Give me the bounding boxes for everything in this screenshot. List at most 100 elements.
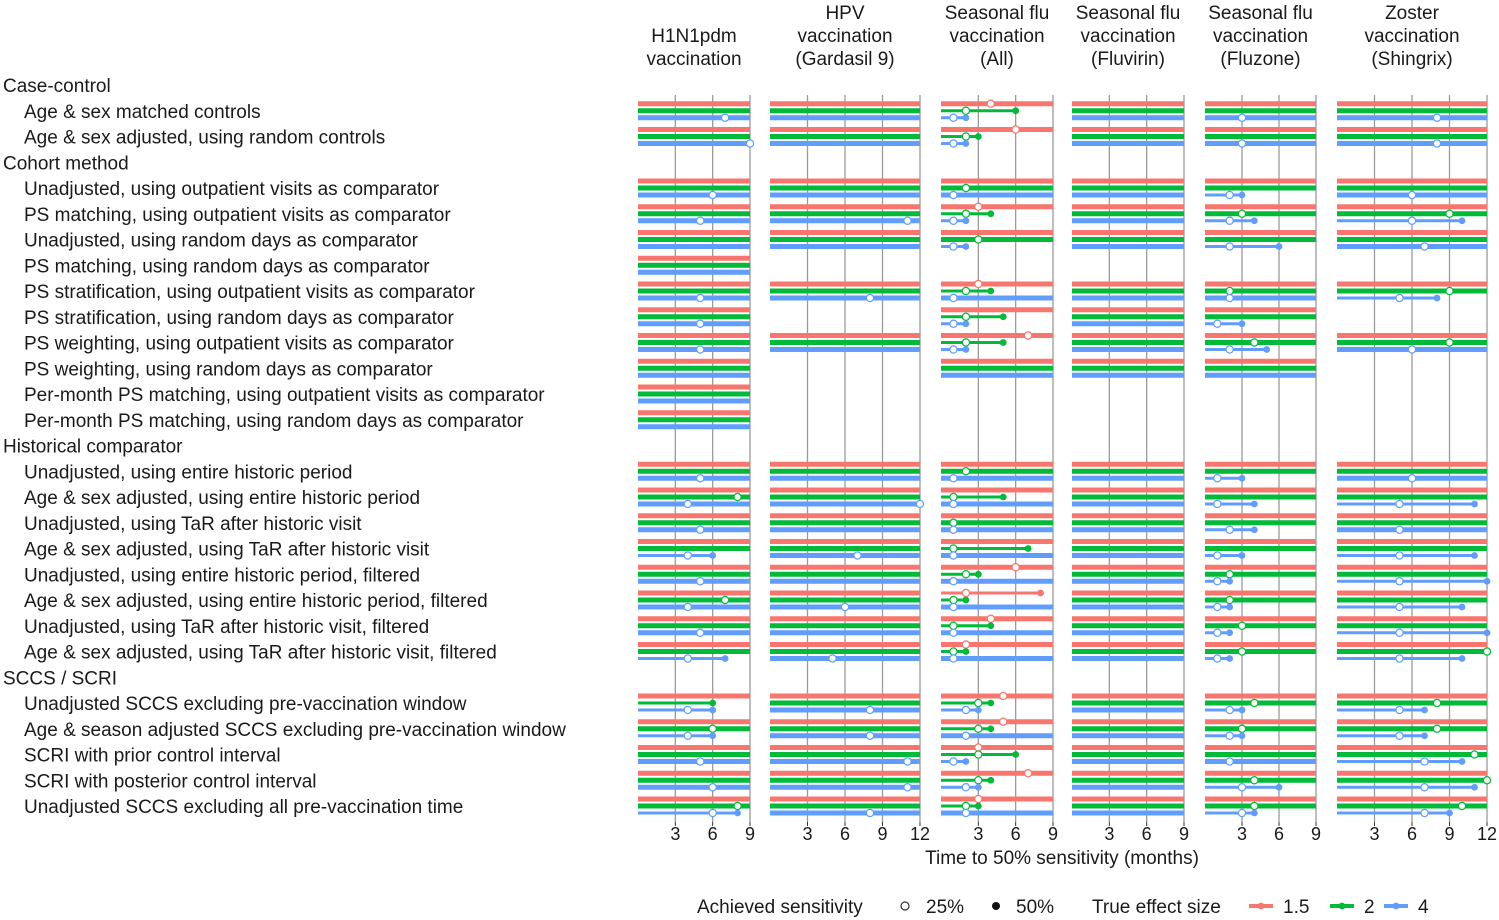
point-50pct [999, 493, 1007, 501]
panel-title: Seasonal flu [1208, 3, 1313, 24]
point-25pct [696, 319, 705, 328]
point-50pct [1012, 107, 1020, 115]
point-25pct [949, 628, 958, 637]
point-50pct [987, 287, 995, 295]
point-50pct [1471, 783, 1478, 791]
point-50pct [987, 699, 995, 707]
point-25pct [1445, 338, 1454, 347]
x-tick-label: 6 [1274, 824, 1284, 844]
point-50pct [1226, 655, 1234, 662]
point-25pct [1237, 808, 1247, 818]
point-50pct [962, 320, 970, 328]
x-tick-label: 6 [840, 824, 850, 844]
point-25pct [683, 705, 692, 715]
panel-title: (Fluzone) [1220, 49, 1300, 70]
point-25pct [1213, 474, 1222, 483]
point-25pct [1237, 647, 1247, 656]
x-axes: 3 6 9 3 6 9 12 3 6 9 3 6 9 3 6 9 3 6 9 12 [670, 822, 1497, 844]
point-25pct [1023, 769, 1033, 778]
point-25pct [1225, 345, 1234, 354]
point-50pct [709, 706, 717, 714]
point-50pct [1458, 655, 1466, 662]
point-25pct [1395, 654, 1404, 663]
point-50pct [999, 313, 1007, 321]
point-25pct [949, 518, 958, 527]
point-50pct [1226, 577, 1234, 585]
panel-title: H1N1pdm [651, 26, 737, 47]
point-25pct [961, 801, 971, 811]
point-25pct [974, 724, 983, 733]
x-tick-label: 9 [1311, 824, 1321, 844]
x-tick-label: 12 [1477, 824, 1497, 844]
point-25pct [961, 286, 971, 296]
x-tick-label: 3 [1104, 824, 1114, 844]
panels [638, 95, 1492, 822]
point-25pct [949, 345, 958, 354]
point-50pct [1483, 577, 1491, 585]
point-25pct [1225, 525, 1234, 534]
point-50pct [1458, 603, 1466, 611]
point-25pct [683, 499, 692, 509]
point-25pct [1395, 577, 1404, 586]
point-50pct [962, 114, 970, 122]
point-50pct [962, 596, 970, 604]
point-25pct [1225, 595, 1234, 605]
point-25pct [974, 202, 983, 211]
point-50pct [962, 140, 970, 147]
point-50pct [987, 622, 995, 630]
point-25pct [1470, 750, 1479, 759]
point-25pct [696, 216, 705, 225]
point-25pct [720, 113, 730, 122]
point-50pct [962, 217, 970, 225]
x-tick-label: 9 [1444, 824, 1454, 844]
point-25pct [1250, 338, 1259, 347]
x-tick-label: 3 [1369, 824, 1379, 844]
point-25pct [1213, 319, 1222, 328]
x-tick-label: 12 [910, 824, 930, 844]
point-25pct [1407, 345, 1417, 354]
point-25pct [961, 640, 971, 649]
point-25pct [961, 338, 971, 347]
point-50pct [974, 570, 982, 578]
point-50pct [734, 809, 741, 817]
row-label: Unadjusted, using outpatient visits as c… [24, 179, 440, 200]
point-50pct [1012, 751, 1020, 758]
legend-title-effect: True effect size [1092, 897, 1221, 918]
row-label: Age & sex adjusted, using TaR after hist… [24, 540, 430, 561]
point-25pct [1213, 654, 1222, 663]
row-label: PS weighting, using random days as compa… [24, 359, 433, 380]
row-label: Unadjusted SCCS excluding all pre-vaccin… [24, 797, 463, 818]
point-25pct [949, 216, 958, 225]
group-header-label: SCCS / SCRI [3, 668, 117, 689]
row-label: PS matching, using random days as compar… [24, 256, 430, 277]
point-50pct [1024, 545, 1032, 552]
point-25pct [974, 750, 983, 759]
point-50pct [1421, 706, 1428, 714]
point-25pct [1225, 216, 1234, 225]
row-label: Age & sex adjusted, using entire histori… [24, 591, 488, 612]
panel-title: Seasonal flu [1076, 3, 1181, 24]
point-25pct [949, 113, 958, 122]
point-25pct [1395, 628, 1404, 637]
point-25pct [949, 577, 958, 586]
point-25pct [1225, 570, 1234, 579]
point-25pct [1237, 209, 1247, 218]
point-25pct [1420, 783, 1429, 792]
legend-key-point [1338, 902, 1346, 910]
point-25pct [1395, 551, 1404, 560]
point-25pct [949, 139, 958, 148]
point-50pct [962, 243, 970, 250]
point-50pct [1238, 191, 1246, 199]
point-25pct [961, 132, 971, 141]
row-label: Unadjusted, using entire historic period [24, 462, 352, 483]
point-25pct [1225, 705, 1234, 715]
x-tick-label: 6 [1142, 824, 1152, 844]
panel-title: Seasonal flu [945, 3, 1050, 24]
row-label: SCRI with prior control interval [24, 746, 281, 767]
point-25pct [1457, 801, 1467, 811]
panel-title: vaccination [1080, 26, 1175, 47]
point-50pct [987, 210, 995, 218]
point-25pct [949, 595, 958, 605]
legend-effect-label: 4 [1418, 897, 1429, 918]
x-tick-label: 3 [670, 824, 680, 844]
